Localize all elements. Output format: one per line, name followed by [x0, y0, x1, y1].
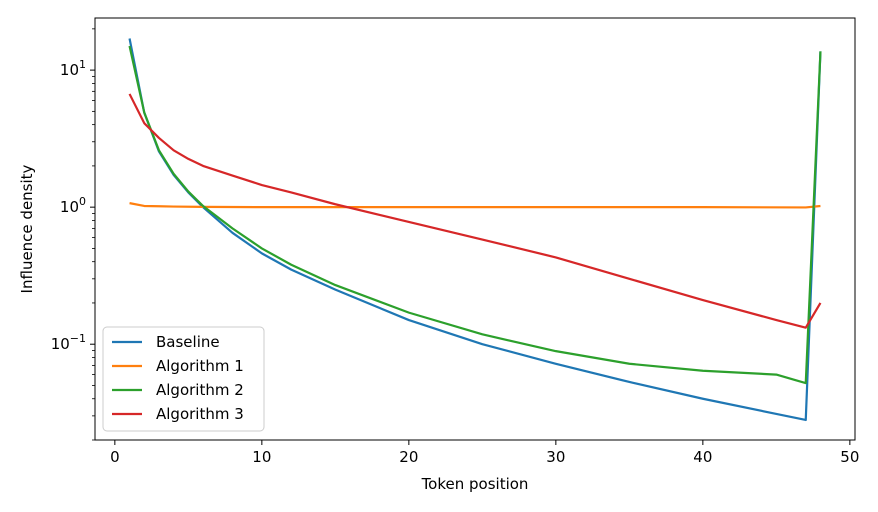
series-line-2 [129, 202, 821, 209]
y-tick-label: 100 [60, 195, 86, 216]
y-tick-label: 10−1 [51, 332, 86, 353]
x-axis: 0 10 20 30 40 50 [110, 440, 859, 466]
legend-label-2: Algorithm 1 [156, 357, 244, 375]
series-line-4 [128, 93, 822, 329]
y-axis: 10−1 100 101 [51, 28, 95, 441]
series-layer [128, 38, 822, 422]
series-line-3 [128, 45, 822, 385]
x-tick-label: 20 [399, 448, 418, 466]
legend-label-3: Algorithm 2 [156, 381, 244, 399]
x-tick-label: 40 [693, 448, 712, 466]
legend-label-4: Algorithm 3 [156, 405, 244, 423]
legend: Baseline Algorithm 1 Algorithm 2 Algorithm … [102, 326, 265, 432]
y-tick-label: 101 [60, 58, 86, 79]
plot-frame [94, 17, 856, 441]
legend-box [102, 326, 265, 432]
x-tick-label: 10 [252, 448, 271, 466]
x-tick-label: 0 [110, 448, 120, 466]
y-axis-label: Influence density [18, 164, 36, 293]
legend-label-1: Baseline [156, 333, 220, 351]
x-tick-label: 50 [840, 448, 859, 466]
x-tick-label: 30 [546, 448, 565, 466]
x-axis-label: Token position [421, 475, 529, 493]
